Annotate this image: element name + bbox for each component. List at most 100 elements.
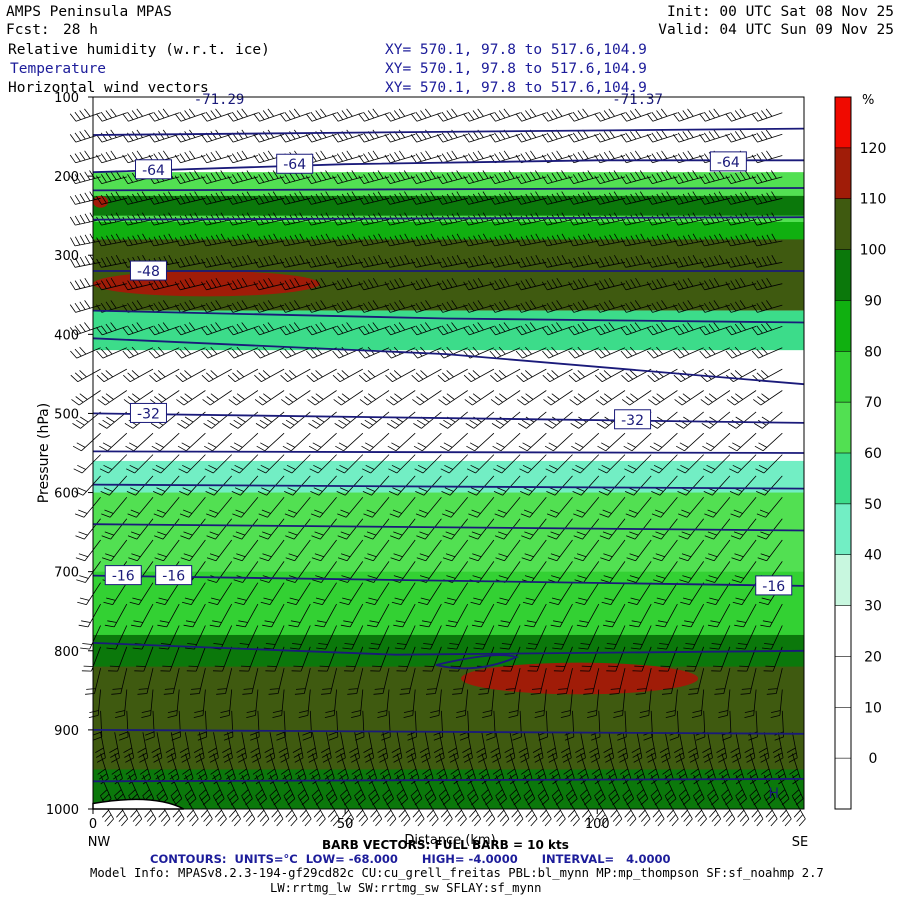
wind-barb: [308, 411, 337, 429]
colorbar-segment: [835, 707, 851, 759]
wind-barb: [437, 233, 468, 247]
contour-label: -64: [709, 151, 747, 172]
wind-barb: [436, 170, 468, 184]
wind-barb: [646, 170, 678, 184]
wind-barb: [122, 170, 154, 184]
wind-barb: [735, 774, 747, 806]
wind-barb: [410, 150, 442, 164]
wind-barb: [568, 191, 599, 205]
top-annotation: -71.29: [194, 92, 245, 108]
wind-barb: [358, 255, 390, 268]
wind-barb: [467, 796, 482, 827]
terrain-profile: [92, 798, 185, 810]
contour-label-box: [135, 159, 173, 180]
init-time: Init: 00 UTC Sat 08 Nov 25: [667, 4, 894, 20]
wind-barb: [415, 475, 442, 496]
wind-barb: [324, 689, 337, 718]
wind-barb: [381, 710, 391, 741]
wind-barb: [127, 518, 154, 540]
wind-barb: [165, 732, 177, 763]
wind-barb: [281, 390, 311, 406]
wind-barb: [532, 732, 544, 763]
colorbar-tick-label: 70: [864, 395, 882, 411]
wind-barb: [617, 732, 629, 763]
wind-barb: [499, 625, 521, 650]
wind-barb: [672, 300, 704, 313]
wind-barb: [726, 390, 757, 406]
wind-barb: [96, 346, 127, 359]
wind-barb: [594, 191, 626, 205]
wind-barb: [600, 539, 626, 562]
wind-barb: [99, 454, 128, 474]
contour-label: -16: [155, 565, 193, 586]
wind-barb: [198, 774, 211, 806]
wind-barb: [96, 277, 127, 291]
wind-barb: [410, 277, 442, 291]
wind-barb: [650, 774, 663, 806]
wind-barb: [653, 561, 678, 583]
wind-barb: [410, 774, 423, 806]
wind-barb: [601, 582, 626, 605]
wind-barb: [180, 539, 206, 562]
wind-barb: [672, 170, 704, 184]
wind-barb: [552, 625, 573, 650]
wind-barb: [328, 710, 339, 741]
wind-barb: [241, 774, 253, 806]
contour-label-text: -64: [283, 157, 306, 173]
forecast-label: Fcst:: [6, 22, 50, 38]
wind-barb: [70, 255, 101, 268]
contour-label-box: [614, 409, 652, 430]
wind-barb: [216, 668, 233, 695]
wind-barb: [279, 255, 311, 268]
wind-barb: [627, 582, 652, 605]
wind-barb: [631, 732, 643, 763]
wind-barb: [74, 497, 101, 518]
wind-barb: [646, 322, 678, 336]
wind-barb: [594, 346, 626, 359]
wind-barb: [506, 753, 519, 785]
wind-barb: [523, 796, 538, 827]
wind-barb: [676, 454, 704, 474]
wind-barb: [255, 774, 267, 806]
wind-barb: [791, 774, 804, 806]
wind-barb: [332, 150, 363, 164]
wind-barb: [777, 774, 790, 806]
wind-barb: [363, 518, 390, 540]
wind-barb: [174, 255, 206, 268]
wind-barb: [258, 518, 285, 540]
wind-barb: [382, 774, 394, 806]
wind-barb: [633, 753, 646, 785]
wind-barb: [419, 603, 442, 628]
wind-barb: [201, 368, 232, 383]
wind-barb: [377, 689, 390, 718]
wind-barb: [332, 255, 363, 268]
wind-barb: [509, 774, 522, 806]
wind-barb: [311, 539, 337, 562]
wind-barb: [151, 732, 163, 763]
wind-barb: [264, 732, 276, 763]
wind-barb: [259, 539, 285, 562]
wind-barb: [481, 774, 493, 806]
wind-barb: [332, 300, 363, 313]
wind-barb: [279, 108, 311, 122]
wind-barb: [557, 668, 573, 695]
wind-barb: [699, 368, 731, 383]
wind-barb: [541, 108, 573, 122]
temperature-contour: [92, 574, 805, 587]
wind-barb: [358, 170, 390, 184]
wind-barb: [568, 170, 599, 184]
wind-barb: [591, 753, 603, 785]
wind-barb: [316, 625, 337, 650]
wind-barb: [141, 689, 154, 718]
wind-barb: [515, 346, 547, 359]
wind-barb: [603, 603, 626, 628]
wind-barb: [297, 774, 310, 806]
wind-barb: [145, 710, 155, 741]
colorbar-tick-label: 90: [864, 293, 882, 309]
wind-barb: [390, 518, 416, 540]
wind-barb: [358, 191, 390, 205]
wind-barb: [332, 368, 363, 383]
colorbar-unit: %: [862, 93, 874, 108]
wind-barb: [645, 732, 657, 763]
wind-barb: [467, 475, 495, 496]
